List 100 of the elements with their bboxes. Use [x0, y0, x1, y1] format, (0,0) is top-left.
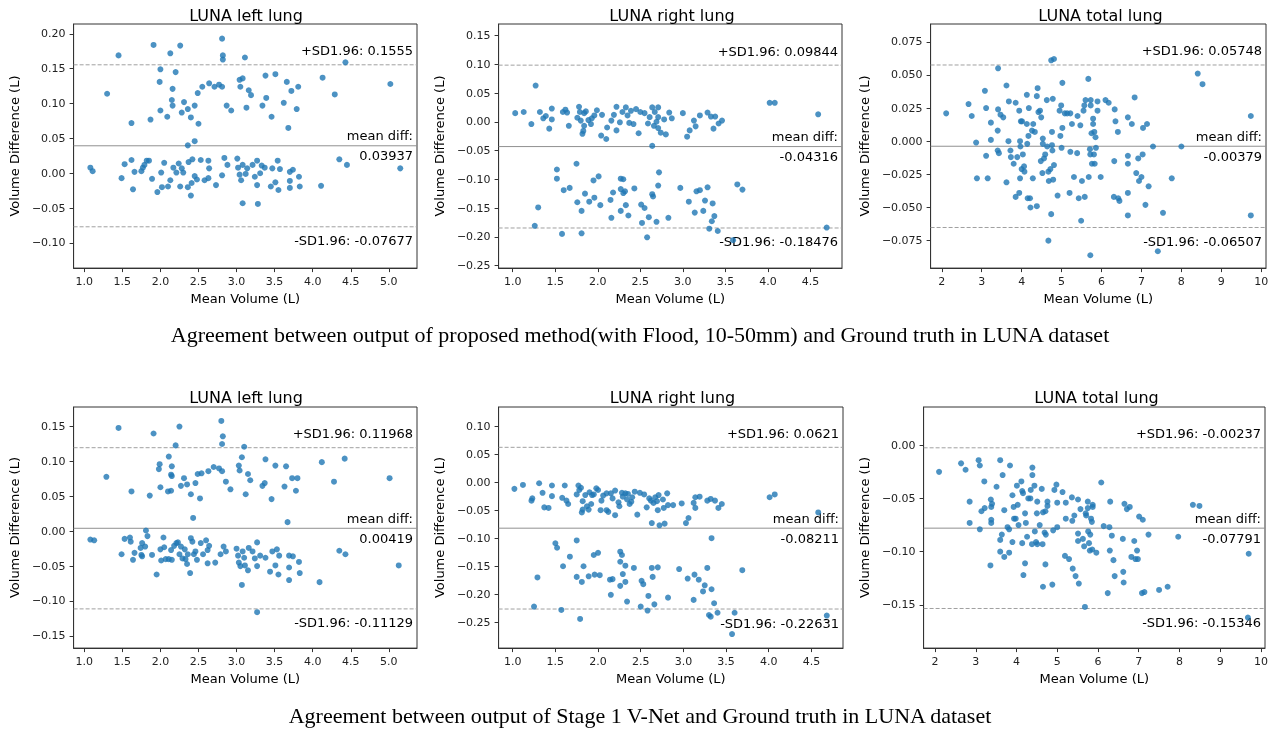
x-tick-label: 2.0: [151, 275, 170, 289]
x-tick-label: 3.0: [674, 655, 693, 669]
y-tick-label: 0.15: [41, 420, 66, 434]
y-tick-label: −0.025: [881, 167, 923, 181]
x-tick-label: 9: [1217, 275, 1225, 289]
x-tick-label: 4: [1012, 655, 1020, 669]
y-tick-label: 0.10: [466, 419, 491, 433]
y-tick-label: −0.20: [456, 230, 491, 244]
x-tick-label: 4.5: [802, 655, 821, 669]
x-tick-label: 8: [1175, 655, 1183, 669]
y-axis-title: Volume Difference (L): [857, 75, 872, 217]
x-tick-label: 4: [1018, 275, 1026, 289]
y-tick-label: 0.00: [41, 166, 66, 180]
text: Agreement between output of Stage 1 V-Net and Ground truth in LUNA dataset: [287, 703, 993, 729]
chart-title: LUNA left lung: [189, 387, 303, 407]
x-tick-label: 3.5: [265, 275, 284, 289]
x-tick-label: 1.5: [113, 655, 132, 669]
x-tick-label: 5.0: [380, 655, 398, 669]
ref-line-label: mean diff: -0.07791: [1194, 510, 1261, 546]
x-tick-label: 4.5: [342, 655, 360, 669]
ref-line-label: -SD1.96: -0.11129: [294, 615, 413, 631]
x-tick-label: 4.0: [759, 275, 777, 289]
y-tick-label: 0.00: [891, 438, 916, 452]
y-tick-label: −0.25: [456, 259, 491, 273]
y-tick-label: 0.05: [41, 489, 66, 503]
ref-line-label: +SD1.96: -0.00237: [1135, 426, 1261, 442]
x-axis-title: Mean Volume (L): [1039, 671, 1150, 686]
x-tick-label: 2.5: [189, 655, 208, 669]
x-tick-label: 1.5: [546, 275, 564, 289]
x-tick-label: 3.5: [717, 655, 735, 669]
y-tick-label: −0.10: [456, 172, 491, 186]
y-tick-label: 0.075: [891, 35, 923, 49]
x-tick-label: 1.0: [503, 275, 522, 289]
ref-line-label: mean diff: 0.00419: [346, 510, 413, 546]
y-tick-label: 0.00: [466, 475, 491, 489]
y-tick-label: −0.15: [31, 629, 66, 643]
x-tick-label: 3.5: [265, 655, 284, 669]
chart-title: LUNA right lung: [609, 387, 736, 407]
y-tick-label: 0.05: [41, 131, 66, 145]
y-tick-label: −0.05: [456, 144, 491, 158]
ref-line-label: +SD1.96: 0.1555: [300, 43, 413, 59]
x-tick-label: 1.0: [75, 655, 94, 669]
x-axis-title: Mean Volume (L): [190, 671, 301, 686]
y-axis-title: Volume Difference (L): [857, 457, 872, 599]
y-tick-label: −0.10: [31, 594, 66, 608]
y-tick-label: 0.10: [41, 454, 66, 468]
x-tick-label: 2.5: [631, 655, 650, 669]
x-tick-label: 5.0: [380, 275, 398, 289]
chart-title: LUNA total lung: [1038, 5, 1163, 25]
ref-line-label: -SD1.96: -0.22631: [720, 615, 839, 631]
y-tick-label: −0.05: [31, 201, 66, 215]
x-tick-label: 3.0: [227, 655, 246, 669]
x-tick-label: 8: [1177, 275, 1185, 289]
y-tick-label: 0.15: [41, 62, 66, 76]
ref-line-label: +SD1.96: 0.0621: [726, 425, 839, 441]
x-tick-label: 2: [938, 275, 946, 289]
y-axis-title: Volume Difference (L): [7, 457, 22, 599]
x-tick-label: 4.5: [801, 275, 820, 289]
ref-line-label: mean diff: -0.04316: [771, 129, 838, 165]
x-axis-title: Mean Volume (L): [1043, 291, 1154, 306]
y-tick-label: −0.25: [456, 615, 491, 629]
y-tick-label: 0.025: [891, 101, 923, 115]
x-tick-label: 3.0: [227, 275, 246, 289]
x-tick-label: 2.0: [589, 275, 607, 289]
y-tick-label: −0.10: [881, 545, 916, 559]
x-tick-label: 3.5: [716, 275, 735, 289]
y-tick-label: 0.050: [891, 68, 923, 82]
ref-line-label: +SD1.96: 0.11968: [292, 426, 413, 442]
x-tick-label: 3: [978, 275, 986, 289]
chart-title: LUNA left lung: [189, 5, 303, 25]
ref-line-label: +SD1.96: 0.09844: [717, 43, 838, 59]
chart-title: LUNA total lung: [1034, 387, 1159, 407]
x-tick-label: 10: [1254, 275, 1269, 289]
x-tick-label: 2: [931, 655, 939, 669]
x-axis-title: Mean Volume (L): [616, 671, 726, 686]
ref-line-label: -SD1.96: -0.07677: [294, 233, 413, 249]
y-tick-label: 0.10: [41, 97, 66, 111]
y-tick-label: −0.10: [31, 236, 66, 250]
y-tick-label: 0.00: [466, 115, 491, 129]
y-tick-label: 0.15: [466, 29, 491, 42]
y-tick-label: −0.10: [456, 531, 491, 545]
y-axis-title: Volume Difference (L): [432, 75, 447, 217]
y-tick-label: −0.05: [31, 559, 66, 573]
x-tick-label: 4.0: [303, 655, 322, 669]
y-tick-label: 0.05: [466, 447, 491, 461]
x-tick-label: 3.0: [674, 275, 692, 289]
y-tick-label: 0.000: [891, 134, 923, 148]
y-tick-label: 0.00: [41, 524, 66, 538]
y-tick-label: −0.075: [881, 234, 923, 248]
x-tick-label: 2.0: [589, 655, 607, 669]
ref-line-label: mean diff: -0.08211: [772, 510, 839, 546]
x-tick-label: 10: [1253, 655, 1268, 669]
x-tick-label: 2.0: [151, 655, 170, 669]
chart-title: LUNA right lung: [609, 5, 735, 25]
x-tick-label: 6: [1098, 275, 1105, 289]
y-axis-title: Volume Difference (L): [7, 75, 22, 217]
y-tick-label: 0.10: [466, 57, 491, 71]
x-tick-label: 7: [1137, 275, 1145, 289]
x-axis-title: Mean Volume (L): [615, 291, 726, 306]
x-tick-label: 4.0: [303, 275, 322, 289]
